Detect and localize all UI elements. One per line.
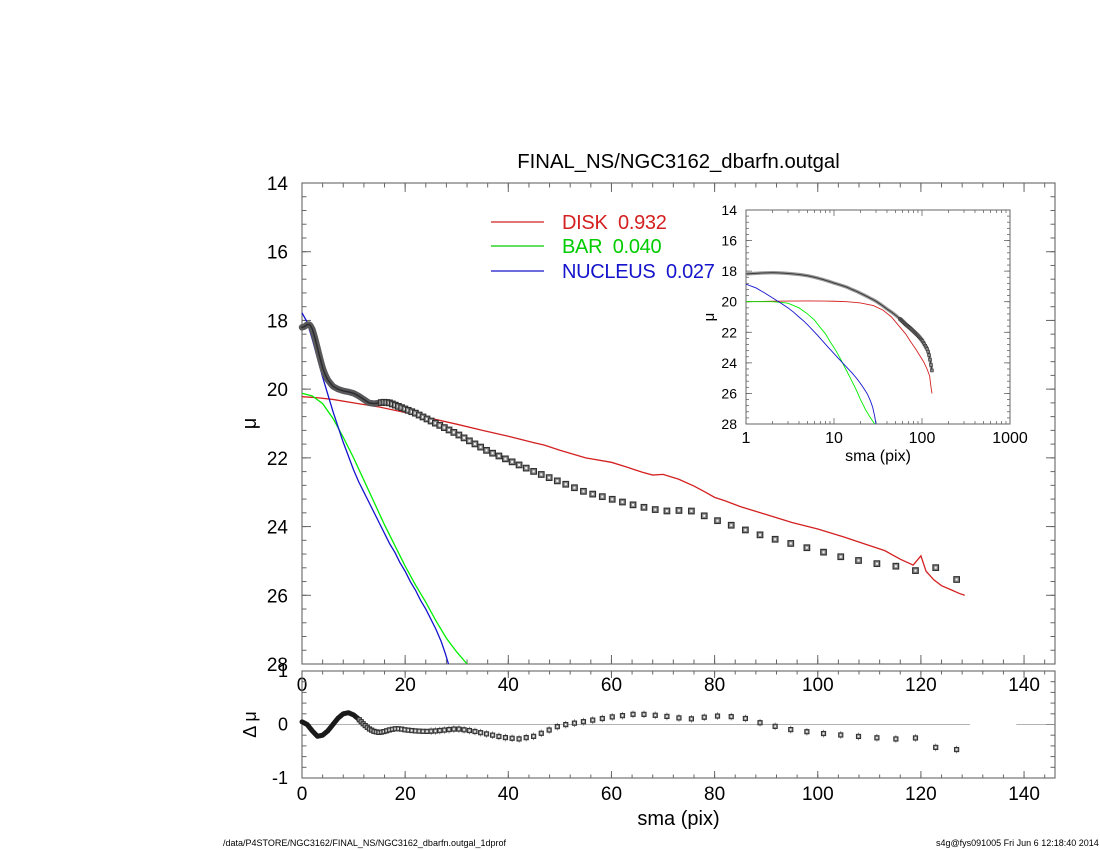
svg-text:140: 140 <box>1008 675 1040 696</box>
svg-text:14: 14 <box>721 202 737 218</box>
svg-text:μ: μ <box>239 418 261 430</box>
svg-text:s4g@fys091005 Fri Jun 6 12:1: s4g@fys091005 Fri Jun 6 12:18:40 2014 <box>936 838 1099 848</box>
svg-text:20: 20 <box>395 784 416 805</box>
svg-text:20: 20 <box>395 675 416 696</box>
svg-text:120: 120 <box>905 675 937 696</box>
svg-text:0: 0 <box>278 715 288 735</box>
svg-text:100: 100 <box>909 430 936 447</box>
svg-text:26: 26 <box>267 586 288 607</box>
svg-text:Δ μ: Δ μ <box>240 711 260 737</box>
svg-text:24: 24 <box>267 518 289 539</box>
svg-text:20: 20 <box>267 380 288 401</box>
svg-text:60: 60 <box>601 784 622 805</box>
svg-text:18: 18 <box>267 311 288 332</box>
svg-text:μ: μ <box>701 313 718 322</box>
svg-text:22: 22 <box>267 449 288 470</box>
svg-text:40: 40 <box>498 675 519 696</box>
svg-text:10: 10 <box>825 430 843 447</box>
svg-text:80: 80 <box>704 675 725 696</box>
svg-text:18: 18 <box>721 263 737 279</box>
svg-text:100: 100 <box>802 784 834 805</box>
svg-text:0: 0 <box>297 784 308 805</box>
svg-text:22: 22 <box>721 324 737 340</box>
svg-text:1: 1 <box>278 661 288 681</box>
svg-text:26: 26 <box>721 385 737 401</box>
svg-text:-1: -1 <box>272 768 288 788</box>
svg-text:16: 16 <box>267 243 288 264</box>
svg-text:1: 1 <box>742 430 751 447</box>
svg-text:60: 60 <box>601 675 622 696</box>
svg-text:sma (pix): sma (pix) <box>845 448 911 465</box>
svg-text:40: 40 <box>498 784 519 805</box>
svg-text:80: 80 <box>704 784 725 805</box>
svg-text:sma (pix): sma (pix) <box>637 808 719 830</box>
svg-text:DISK 0.932: DISK 0.932 <box>562 212 667 234</box>
svg-text:120: 120 <box>905 784 937 805</box>
svg-text:100: 100 <box>802 675 834 696</box>
svg-text:/data/P4STORE/NGC3162/FINAL_NS: /data/P4STORE/NGC3162/FINAL_NS/NGC3162_d… <box>223 838 506 848</box>
svg-text:FINAL_NS/NGC3162_dbarfn.outgal: FINAL_NS/NGC3162_dbarfn.outgal <box>517 151 839 173</box>
svg-text:1000: 1000 <box>992 430 1028 447</box>
svg-text:20: 20 <box>721 294 737 310</box>
svg-text:28: 28 <box>721 416 737 432</box>
svg-text:BAR 0.040: BAR 0.040 <box>562 236 661 258</box>
svg-text:24: 24 <box>721 355 737 371</box>
svg-text:16: 16 <box>721 233 737 249</box>
svg-text:14: 14 <box>267 174 289 195</box>
svg-text:140: 140 <box>1008 784 1040 805</box>
svg-text:NUCLEUS 0.027: NUCLEUS 0.027 <box>562 261 715 283</box>
